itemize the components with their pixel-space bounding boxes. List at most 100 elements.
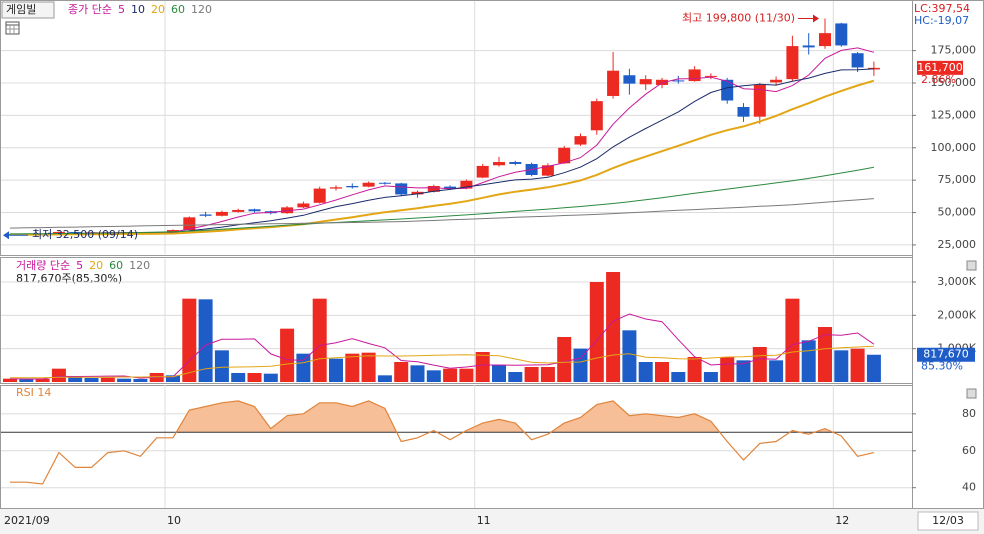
volume-summary: 817,670주(85,30%) xyxy=(16,272,122,285)
panel-button[interactable] xyxy=(966,388,977,399)
volume-bar xyxy=(850,348,865,382)
lc-label: LC:397,54 xyxy=(914,2,970,15)
candle-body xyxy=(672,80,685,82)
candle-body xyxy=(297,203,310,208)
candle-body xyxy=(232,209,245,212)
volume-bar xyxy=(475,352,490,382)
x-axis-bar xyxy=(0,509,984,534)
y-tick-label: 75,000 xyxy=(938,173,977,186)
volume-bar xyxy=(752,347,767,382)
rsi-area xyxy=(176,400,834,433)
candle-body xyxy=(411,191,424,195)
volume-bar xyxy=(231,373,246,382)
volume-bar xyxy=(508,372,523,382)
panel-button[interactable] xyxy=(966,260,977,271)
rsi-title: RSI 14 xyxy=(16,386,51,399)
legend-entry: 거래량 단순 xyxy=(16,259,70,272)
volume-bar xyxy=(671,372,686,382)
candle-body xyxy=(656,79,668,85)
volume-bar xyxy=(589,282,604,382)
volume-bar xyxy=(459,368,474,382)
name-box[interactable] xyxy=(1,1,55,19)
candle-body xyxy=(183,217,196,231)
moving-average xyxy=(9,198,874,229)
volume-bar xyxy=(296,353,311,382)
calendar-icon[interactable] xyxy=(5,21,20,35)
x-tick-label: 10 xyxy=(167,514,181,527)
volume-box xyxy=(917,347,975,362)
candle-body xyxy=(623,75,636,84)
legend-entry: 10 xyxy=(131,3,145,16)
legend-entry: 60 xyxy=(171,3,185,16)
candle-body xyxy=(819,33,831,47)
volume-bar xyxy=(785,298,800,382)
candle-body xyxy=(362,182,375,187)
candles xyxy=(4,18,880,236)
legend-entry: 종가 단순 xyxy=(68,3,112,16)
volume-bar xyxy=(622,330,637,382)
candle-body xyxy=(167,230,179,232)
candle-body xyxy=(378,182,391,184)
candle-body xyxy=(802,45,815,48)
candle-body xyxy=(753,84,766,117)
volume-bar xyxy=(687,357,702,382)
volume-bar xyxy=(329,358,343,382)
volume-bar xyxy=(247,373,262,382)
candle-body xyxy=(786,46,799,80)
rsi-line xyxy=(10,400,875,485)
y-tick-label: 40 xyxy=(962,481,976,494)
volume-bar xyxy=(3,378,17,382)
x-tick-label: 2021/09 xyxy=(4,514,50,527)
volume-bar xyxy=(736,360,751,382)
volume-bar xyxy=(361,352,376,382)
legend-entry: 20 xyxy=(151,3,165,16)
candle-body xyxy=(215,211,228,216)
y-tick-label: 125,000 xyxy=(931,108,977,121)
high-arrowhead xyxy=(813,14,819,23)
volume-bar xyxy=(492,365,506,382)
candle-body xyxy=(313,188,326,203)
legend-entry: 120 xyxy=(129,259,150,272)
candle-body xyxy=(835,23,848,46)
volume-bar xyxy=(720,357,735,382)
volume-bar xyxy=(524,367,539,382)
volume-bar xyxy=(84,378,99,382)
volume-bar xyxy=(834,350,849,382)
volume-average xyxy=(9,313,875,380)
volume-bar xyxy=(19,379,34,382)
y-tick-label: 80 xyxy=(962,407,976,420)
candle-body xyxy=(330,187,342,189)
last-date-box xyxy=(917,511,979,531)
volume-bar xyxy=(638,362,653,382)
legend-entry: 5 xyxy=(76,259,83,272)
candle-body xyxy=(558,147,571,164)
hc-label: HC:-19,07 xyxy=(914,14,969,27)
volume-bar xyxy=(166,375,180,382)
legend-entry: 120 xyxy=(191,3,212,16)
volume-bar xyxy=(68,377,83,382)
candle-body xyxy=(248,209,261,212)
volume-change: 85.30% xyxy=(921,360,963,373)
volume-bar xyxy=(312,298,327,382)
volume-bar xyxy=(703,372,718,382)
volume-bar xyxy=(769,360,784,382)
low-arrowhead xyxy=(3,231,9,240)
volume-bar xyxy=(280,328,295,382)
volume-bar xyxy=(866,354,881,382)
volume-bar xyxy=(801,340,816,382)
volume-average xyxy=(10,345,874,379)
volume-bar xyxy=(100,377,115,382)
volume-bar xyxy=(345,353,360,382)
volume-bar xyxy=(394,362,409,382)
y-tick-label: 150,000 xyxy=(931,76,977,89)
y-tick-label: 50,000 xyxy=(938,206,977,219)
volume-bars xyxy=(3,272,881,382)
last-date: 12/03 xyxy=(932,514,964,527)
volume-bar xyxy=(443,368,458,382)
x-tick-label: 12 xyxy=(835,514,849,527)
y-tick-label: 25,000 xyxy=(938,238,977,251)
candle-body xyxy=(395,183,408,195)
price-box-label: 161,700 xyxy=(917,61,963,74)
